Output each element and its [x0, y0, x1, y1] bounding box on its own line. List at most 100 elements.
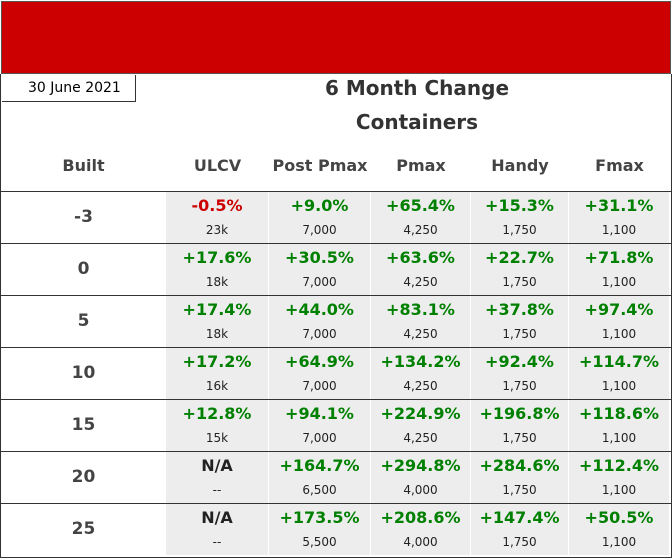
cell-bg	[166, 348, 268, 399]
change-value: +112.4%	[578, 456, 660, 475]
size-label: 23k	[205, 223, 229, 237]
cell-bg	[269, 348, 370, 399]
change-value: +71.8%	[584, 248, 654, 267]
change-value: -0.5%	[191, 196, 243, 215]
size-label: 4,000	[403, 535, 438, 549]
row-rule	[1, 399, 671, 400]
size-label: 1,750	[502, 535, 537, 549]
size-label: 5,500	[302, 535, 337, 549]
size-label: 1,750	[502, 327, 537, 341]
built-label: 5	[77, 311, 90, 331]
built-label: 10	[71, 363, 96, 383]
change-value: +83.1%	[386, 300, 455, 319]
size-label: 7,000	[302, 431, 337, 445]
size-label: 4,250	[403, 275, 438, 289]
change-value: +284.6%	[479, 456, 560, 475]
cell-bg	[166, 400, 268, 451]
column-header: Fmax	[595, 155, 644, 175]
cell-bg	[569, 348, 669, 399]
change-value: +17.2%	[182, 352, 252, 371]
cell-bg	[471, 244, 568, 295]
size-label: 1,750	[502, 431, 537, 445]
column-header: Built	[62, 155, 105, 175]
row-rule	[1, 451, 671, 452]
cell-bg	[166, 296, 268, 347]
column-header: Post Pmax	[272, 155, 368, 175]
column-header: Pmax	[396, 155, 446, 175]
cell-bg	[569, 400, 669, 451]
size-label: 1,750	[502, 275, 537, 289]
cell-bg	[269, 296, 370, 347]
size-label: 1,750	[502, 223, 537, 237]
size-label: --	[212, 535, 222, 549]
change-value: +208.6%	[380, 508, 461, 527]
size-label: 1,100	[601, 483, 637, 497]
size-label: 1,100	[601, 327, 637, 341]
change-value: +164.7%	[279, 456, 360, 475]
built-label: 0	[77, 259, 90, 279]
size-label: 1,100	[601, 379, 637, 393]
change-value: +65.4%	[386, 196, 455, 215]
change-value: +224.9%	[380, 404, 461, 423]
cell-bg	[471, 504, 568, 555]
change-value: +30.5%	[285, 248, 354, 267]
cell-bg	[569, 192, 669, 243]
change-value: +15.3%	[485, 196, 554, 215]
change-value: +196.8%	[479, 404, 560, 423]
change-value: +94.1%	[285, 404, 354, 423]
size-label: 1,100	[601, 535, 637, 549]
change-value: N/A	[201, 508, 233, 527]
cell-bg	[569, 296, 669, 347]
change-value: +114.7%	[578, 352, 660, 371]
cell-bg	[371, 504, 470, 555]
change-value: +118.6%	[578, 404, 660, 423]
size-label: 7,000	[302, 327, 337, 341]
change-value: +17.6%	[182, 248, 252, 267]
size-label: 7,000	[302, 223, 337, 237]
change-value: +97.4%	[584, 300, 654, 319]
change-value: +64.9%	[285, 352, 354, 371]
cell-bg	[269, 504, 370, 555]
cell-bg	[371, 452, 470, 503]
subtitle: Containers	[355, 110, 479, 134]
size-label: 4,250	[403, 327, 438, 341]
date: 30 June 2021	[2, 75, 136, 102]
cell-bg	[471, 192, 568, 243]
row-rule	[1, 503, 671, 504]
size-label: 4,000	[403, 483, 438, 497]
size-label: 6,500	[302, 483, 337, 497]
size-label: 1,100	[601, 223, 637, 237]
cell-bg	[269, 244, 370, 295]
column-header: ULCV	[193, 155, 242, 175]
cell-bg	[371, 244, 470, 295]
size-label: 1,100	[601, 275, 637, 289]
size-label: 18k	[205, 275, 229, 289]
change-value: +44.0%	[285, 300, 354, 319]
size-label: 1,100	[601, 431, 637, 445]
row-rule	[1, 295, 671, 296]
change-value: +9.0%	[290, 196, 349, 215]
cell-bg	[269, 452, 370, 503]
column-header: Handy	[491, 155, 549, 175]
built-label: 20	[71, 467, 96, 487]
cell-bg	[166, 244, 268, 295]
built-label: 25	[71, 519, 96, 539]
built-label: -3	[74, 207, 93, 227]
cell-bg	[471, 400, 568, 451]
built-label: 15	[71, 415, 96, 435]
cell-bg	[166, 504, 268, 555]
size-label: 4,250	[403, 223, 438, 237]
size-label: 4,250	[403, 379, 438, 393]
change-value: +22.7%	[485, 248, 554, 267]
change-value: +63.6%	[386, 248, 455, 267]
row-rule	[1, 243, 671, 244]
change-value: +294.8%	[380, 456, 461, 475]
cell-bg	[471, 296, 568, 347]
change-value: +92.4%	[485, 352, 554, 371]
size-label: 7,000	[302, 275, 337, 289]
cell-bg	[371, 400, 470, 451]
size-label: 1,750	[502, 483, 537, 497]
cell-bg	[166, 452, 268, 503]
size-label: 18k	[205, 327, 229, 341]
